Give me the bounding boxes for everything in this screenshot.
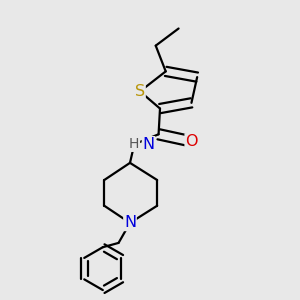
Text: O: O [185,134,198,149]
Text: N: N [142,137,154,152]
Text: H: H [129,137,140,151]
Text: N: N [124,215,136,230]
Text: S: S [135,84,145,99]
